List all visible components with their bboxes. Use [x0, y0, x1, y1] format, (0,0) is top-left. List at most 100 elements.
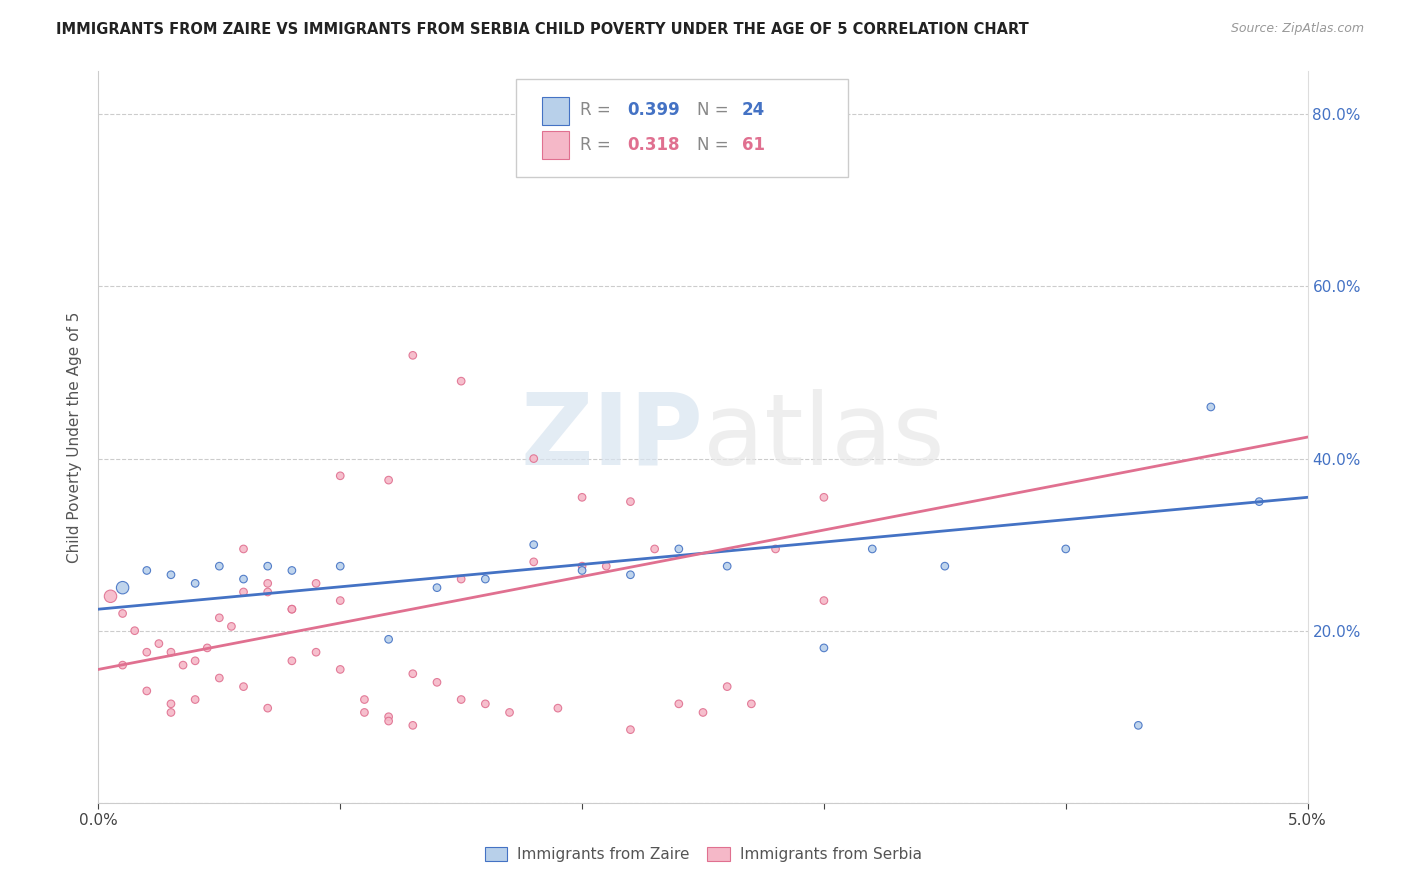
Point [426, 675, 449, 690]
Point [619, 494, 641, 508]
Point [377, 473, 399, 487]
Point [813, 640, 835, 655]
Point [523, 451, 546, 466]
Text: 61: 61 [742, 136, 765, 154]
Point [474, 572, 496, 586]
Point [595, 559, 617, 574]
Point [668, 541, 690, 556]
Point [281, 564, 304, 578]
Point [377, 710, 399, 724]
Point [716, 559, 738, 574]
Point [740, 697, 762, 711]
Point [281, 602, 304, 616]
Point [111, 581, 134, 595]
Point [571, 559, 593, 574]
Point [135, 645, 157, 659]
Point [1054, 541, 1077, 556]
Text: R =: R = [579, 101, 616, 120]
Point [644, 541, 666, 556]
Point [305, 576, 328, 591]
Y-axis label: Child Poverty Under the Age of 5: Child Poverty Under the Age of 5 [67, 311, 83, 563]
Point [305, 645, 328, 659]
Text: N =: N = [697, 136, 734, 154]
Point [232, 541, 254, 556]
Text: ZIP: ZIP [520, 389, 703, 485]
Point [377, 714, 399, 728]
Text: Source: ZipAtlas.com: Source: ZipAtlas.com [1230, 22, 1364, 36]
Point [571, 491, 593, 505]
Point [329, 662, 352, 676]
Point [571, 564, 593, 578]
Point [160, 697, 183, 711]
Point [329, 468, 352, 483]
Point [184, 654, 207, 668]
Point [232, 585, 254, 599]
Point [184, 576, 207, 591]
Point [148, 637, 170, 651]
Point [100, 589, 122, 603]
Point [135, 684, 157, 698]
Point [1249, 494, 1271, 508]
Text: IMMIGRANTS FROM ZAIRE VS IMMIGRANTS FROM SERBIA CHILD POVERTY UNDER THE AGE OF 5: IMMIGRANTS FROM ZAIRE VS IMMIGRANTS FROM… [56, 22, 1029, 37]
Point [426, 581, 449, 595]
Point [450, 692, 472, 706]
Point [765, 541, 787, 556]
Point [934, 559, 956, 574]
Point [281, 654, 304, 668]
Point [450, 572, 472, 586]
FancyBboxPatch shape [543, 97, 569, 125]
Point [256, 559, 278, 574]
Point [523, 555, 546, 569]
Text: 0.399: 0.399 [627, 101, 679, 120]
Point [474, 697, 496, 711]
Point [619, 723, 641, 737]
Point [402, 666, 425, 681]
Point [208, 611, 231, 625]
Point [860, 541, 883, 556]
Point [329, 593, 352, 607]
Point [813, 491, 835, 505]
Point [195, 640, 218, 655]
Point [692, 706, 714, 720]
Text: N =: N = [697, 101, 734, 120]
Point [402, 718, 425, 732]
Point [232, 680, 254, 694]
Point [281, 602, 304, 616]
Point [184, 692, 207, 706]
Point [523, 538, 546, 552]
Point [111, 658, 134, 673]
Point [208, 671, 231, 685]
FancyBboxPatch shape [516, 78, 848, 178]
Point [450, 374, 472, 388]
Point [619, 567, 641, 582]
Point [1128, 718, 1150, 732]
Point [111, 607, 134, 621]
Point [256, 576, 278, 591]
Text: R =: R = [579, 136, 616, 154]
Point [716, 680, 738, 694]
Point [1199, 400, 1222, 414]
Point [172, 658, 194, 673]
Text: 24: 24 [742, 101, 765, 120]
Point [160, 567, 183, 582]
Point [498, 706, 520, 720]
Point [547, 701, 569, 715]
Legend: Immigrants from Zaire, Immigrants from Serbia: Immigrants from Zaire, Immigrants from S… [478, 840, 928, 868]
Point [668, 697, 690, 711]
Point [160, 645, 183, 659]
Point [402, 348, 425, 362]
Point [377, 632, 399, 647]
Point [353, 692, 375, 706]
Text: 0.318: 0.318 [627, 136, 679, 154]
Point [160, 706, 183, 720]
Point [256, 701, 278, 715]
Point [232, 572, 254, 586]
Point [353, 706, 375, 720]
Point [813, 593, 835, 607]
Text: atlas: atlas [703, 389, 945, 485]
Point [135, 564, 157, 578]
Point [256, 585, 278, 599]
Point [221, 619, 243, 633]
Point [124, 624, 146, 638]
FancyBboxPatch shape [543, 131, 569, 159]
